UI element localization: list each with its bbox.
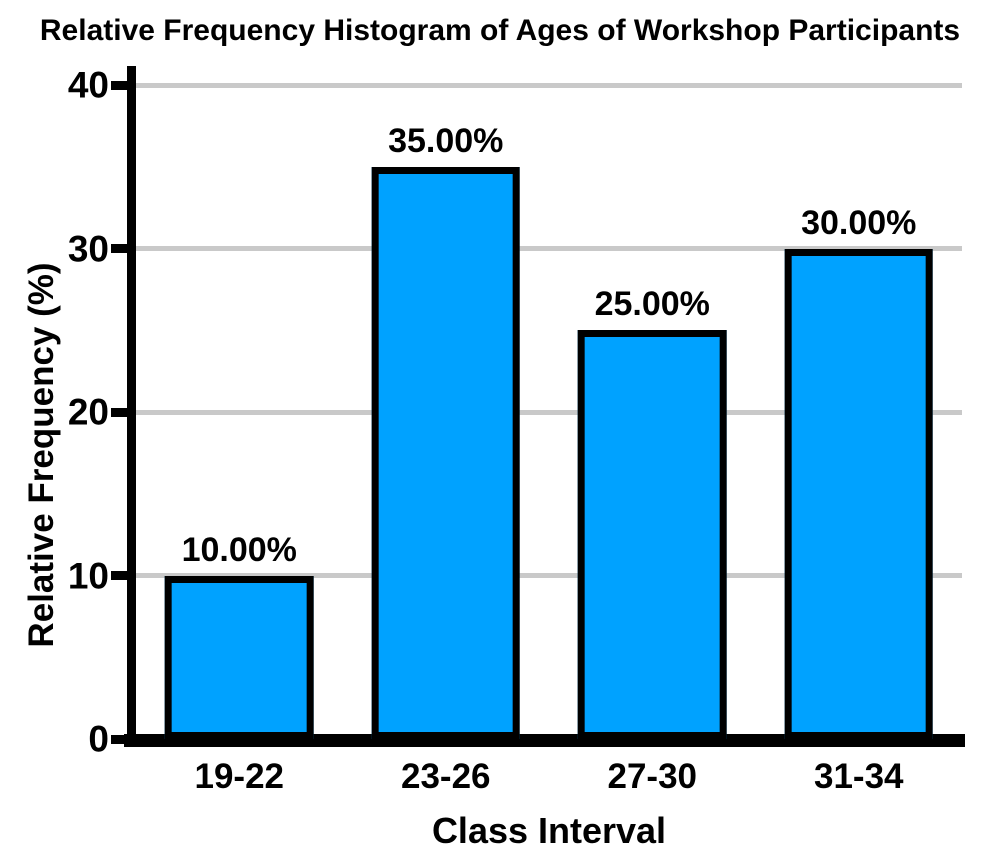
bar-value-label: 35.00%	[388, 121, 504, 160]
plot-area: 10.00% 35.00% 25.00% 30.00%	[136, 82, 963, 739]
y-tick-mark	[111, 734, 128, 744]
chart-title: Relative Frequency Histogram of Ages of …	[39, 14, 961, 47]
y-tick-label: 20	[67, 391, 109, 433]
gridline-30	[136, 246, 962, 251]
bar-value-label: 10.00%	[181, 530, 297, 569]
x-tick-label: 31-34	[813, 757, 904, 796]
y-tick-mark	[111, 571, 128, 580]
y-tick-label: 0	[88, 718, 109, 760]
x-tick-label: 23-26	[400, 757, 491, 796]
bar-group: 10.00%	[136, 85, 343, 739]
y-tick-label: 40	[67, 64, 109, 106]
x-axis-line	[124, 734, 965, 747]
bar-value-label: 25.00%	[594, 285, 710, 324]
y-tick-mark	[111, 407, 128, 417]
bar-value-label: 30.00%	[801, 203, 917, 242]
x-tick-label: 19-22	[194, 757, 285, 796]
bar-19-22	[164, 575, 314, 739]
gridline-40	[136, 82, 962, 88]
bar-23-26	[371, 166, 521, 739]
x-tick-label: 27-30	[607, 757, 698, 796]
y-tick-label: 10	[67, 555, 109, 596]
bar-31-34	[784, 248, 934, 739]
bar-group: 25.00%	[549, 85, 756, 739]
y-axis-line	[127, 66, 136, 747]
y-tick-mark	[111, 244, 128, 253]
bar-group: 35.00%	[343, 85, 550, 739]
bar-27-30	[577, 330, 727, 739]
y-tick-mark	[111, 80, 128, 90]
y-tick-label: 30	[67, 228, 109, 269]
gridline-20	[136, 409, 962, 415]
bar-group: 30.00%	[756, 85, 963, 739]
gridline-10	[136, 573, 962, 578]
x-axis-title: Class Interval	[431, 810, 667, 851]
